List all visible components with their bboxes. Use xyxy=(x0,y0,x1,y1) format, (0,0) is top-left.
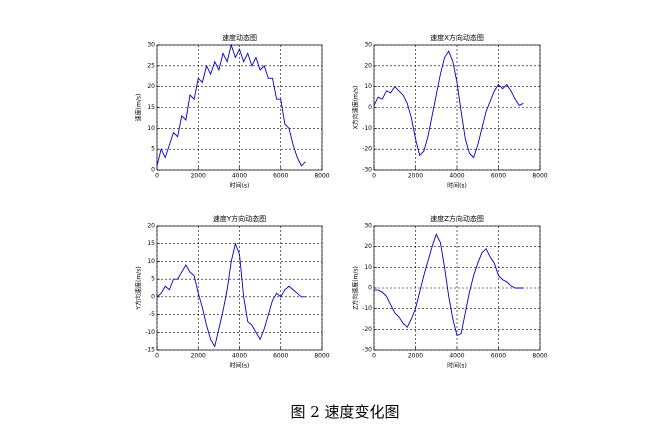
y-tick-label: 5 xyxy=(151,276,155,283)
y-tick-label: 10 xyxy=(364,83,372,90)
subplot: 0 2000 4000 6000 8000 -15 -10 -5 0 5 10 15 20 速度Y方向动态… xyxy=(135,214,330,370)
axes-frame xyxy=(156,225,323,351)
y-tick-label: -20 xyxy=(362,146,372,153)
data-line xyxy=(156,242,306,348)
x-tick-label: 0 xyxy=(155,173,159,180)
y-tick-label: -10 xyxy=(362,305,372,312)
y-tick-label: 20 xyxy=(364,62,372,69)
y-tick-label: 20 xyxy=(147,83,155,90)
y-tick-label: 5 xyxy=(151,146,155,153)
y-tick-label: 20 xyxy=(147,223,155,230)
chart-title: 速度动态图 xyxy=(222,33,257,42)
x-tick-label: 8000 xyxy=(532,173,547,180)
y-tick-label: -30 xyxy=(362,167,372,174)
y-tick-label: 30 xyxy=(364,223,372,230)
x-tick-label: 6000 xyxy=(491,353,506,360)
x-tick-label: 0 xyxy=(155,353,159,360)
chart-title: 速度Z方向动态图 xyxy=(430,214,484,223)
x-axis-label: 时间(s) xyxy=(230,182,250,190)
x-tick-label: 2000 xyxy=(191,173,206,180)
y-tick-label: 25 xyxy=(147,62,155,69)
x-tick-label: 0 xyxy=(372,353,376,360)
x-tick-label: 4000 xyxy=(449,353,464,360)
y-tick-label: 10 xyxy=(147,258,155,265)
x-tick-label: 4000 xyxy=(232,353,247,360)
x-tick-label: 2000 xyxy=(408,173,423,180)
x-tick-label: 8000 xyxy=(314,173,329,180)
x-tick-label: 6000 xyxy=(491,173,506,180)
subplot: 0 2000 4000 6000 8000 -30 -20 -10 0 10 20 30 速度X方向动态… xyxy=(352,33,548,190)
axes-frame xyxy=(373,225,541,351)
data-line xyxy=(373,50,524,159)
subplot: 0 2000 4000 6000 8000 -30 -20 -10 0 10 20 30 速度Z方向动态… xyxy=(352,214,548,370)
x-tick-label: 8000 xyxy=(532,353,547,360)
y-tick-label: 10 xyxy=(364,264,372,271)
y-tick-label: 0 xyxy=(368,104,372,111)
y-axis-label: Z方向速度(m/s) xyxy=(352,266,360,310)
y-tick-label: -15 xyxy=(145,347,155,354)
x-axis-label: 时间(s) xyxy=(447,182,467,190)
y-tick-label: 30 xyxy=(364,42,372,49)
y-tick-label: 20 xyxy=(364,243,372,250)
y-tick-label: -10 xyxy=(145,329,155,336)
x-tick-label: 8000 xyxy=(314,353,329,360)
chart-title: 速度Y方向动态图 xyxy=(213,214,266,223)
y-tick-label: 0 xyxy=(368,285,372,292)
y-tick-label: -30 xyxy=(362,347,372,354)
x-tick-label: 4000 xyxy=(232,173,247,180)
x-axis-label: 时间(s) xyxy=(230,362,250,370)
axes-frame xyxy=(373,44,541,171)
y-tick-label: 15 xyxy=(147,240,155,247)
x-tick-label: 2000 xyxy=(408,353,423,360)
x-tick-label: 0 xyxy=(372,173,376,180)
x-tick-label: 6000 xyxy=(273,173,288,180)
x-axis-label: 时间(s) xyxy=(447,362,467,370)
y-tick-label: -5 xyxy=(149,311,155,318)
data-line xyxy=(374,233,524,337)
caption: 图 2 速度变化图 xyxy=(290,403,399,421)
y-axis-label: Y方向速度(m/s) xyxy=(135,266,143,310)
x-tick-label: 6000 xyxy=(273,353,288,360)
x-tick-label: 2000 xyxy=(191,353,206,360)
y-axis-label: 速度(m/s) xyxy=(135,94,143,122)
y-tick-label: 10 xyxy=(147,125,155,132)
y-tick-label: 15 xyxy=(147,104,155,111)
y-axis-label: X方向速度(m/s) xyxy=(352,86,360,130)
y-tick-label: 0 xyxy=(151,293,155,300)
y-tick-label: 0 xyxy=(151,167,155,174)
x-tick-label: 4000 xyxy=(449,173,464,180)
y-tick-label: -20 xyxy=(362,326,372,333)
y-tick-label: 30 xyxy=(147,42,155,49)
chart-title: 速度X方向动态图 xyxy=(430,33,484,42)
axes-frame xyxy=(156,44,323,171)
y-tick-label: -10 xyxy=(362,125,372,132)
